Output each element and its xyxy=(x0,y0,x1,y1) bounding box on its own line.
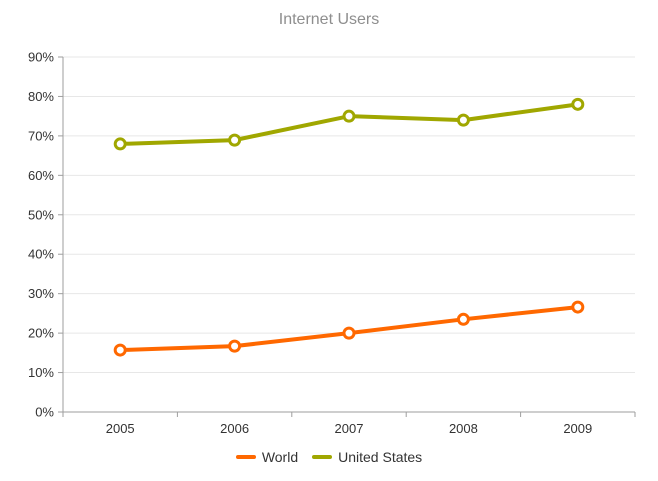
y-axis-label-40%: 40% xyxy=(28,247,54,262)
y-axis-label-60%: 60% xyxy=(28,168,54,183)
y-axis-label-20%: 20% xyxy=(28,326,54,341)
y-axis-label-0%: 0% xyxy=(35,405,54,420)
y-axis-label-70%: 70% xyxy=(28,128,54,143)
legend-item-world[interactable]: World xyxy=(235,449,299,465)
data-point-world-2005[interactable] xyxy=(113,343,127,357)
y-axis-label-90%: 90% xyxy=(28,50,54,65)
x-axis-label-2006: 2006 xyxy=(220,421,249,436)
legend-marker-world xyxy=(235,455,256,459)
x-axis-label-2005: 2005 xyxy=(106,421,135,436)
y-axis-label-30%: 30% xyxy=(28,286,54,301)
x-axis-label-2008: 2008 xyxy=(449,421,478,436)
legend-marker-united-states xyxy=(312,455,333,459)
data-point-united-states-2008[interactable] xyxy=(456,113,470,127)
y-axis-label-50%: 50% xyxy=(28,207,54,222)
data-point-united-states-2006[interactable] xyxy=(228,133,242,147)
data-point-united-states-2005[interactable] xyxy=(113,137,127,151)
data-point-united-states-2009[interactable] xyxy=(571,97,585,111)
y-axis-label-80%: 80% xyxy=(28,89,54,104)
chart-title: Internet Users xyxy=(278,11,380,28)
data-point-world-2009[interactable] xyxy=(571,300,585,314)
legend-label-world: World xyxy=(261,449,299,465)
data-point-world-2008[interactable] xyxy=(456,312,470,326)
legend: World United States xyxy=(0,449,658,465)
legend-label-united-states: United States xyxy=(338,449,423,465)
legend-item-united-states[interactable]: United States xyxy=(312,449,422,465)
y-axis-label-10%: 10% xyxy=(28,365,54,380)
data-point-united-states-2007[interactable] xyxy=(342,109,356,123)
data-point-world-2007[interactable] xyxy=(342,326,356,340)
data-point-world-2006[interactable] xyxy=(228,339,242,353)
x-axis-label-2007: 2007 xyxy=(335,421,364,436)
x-axis-label-2009: 2009 xyxy=(563,421,592,436)
